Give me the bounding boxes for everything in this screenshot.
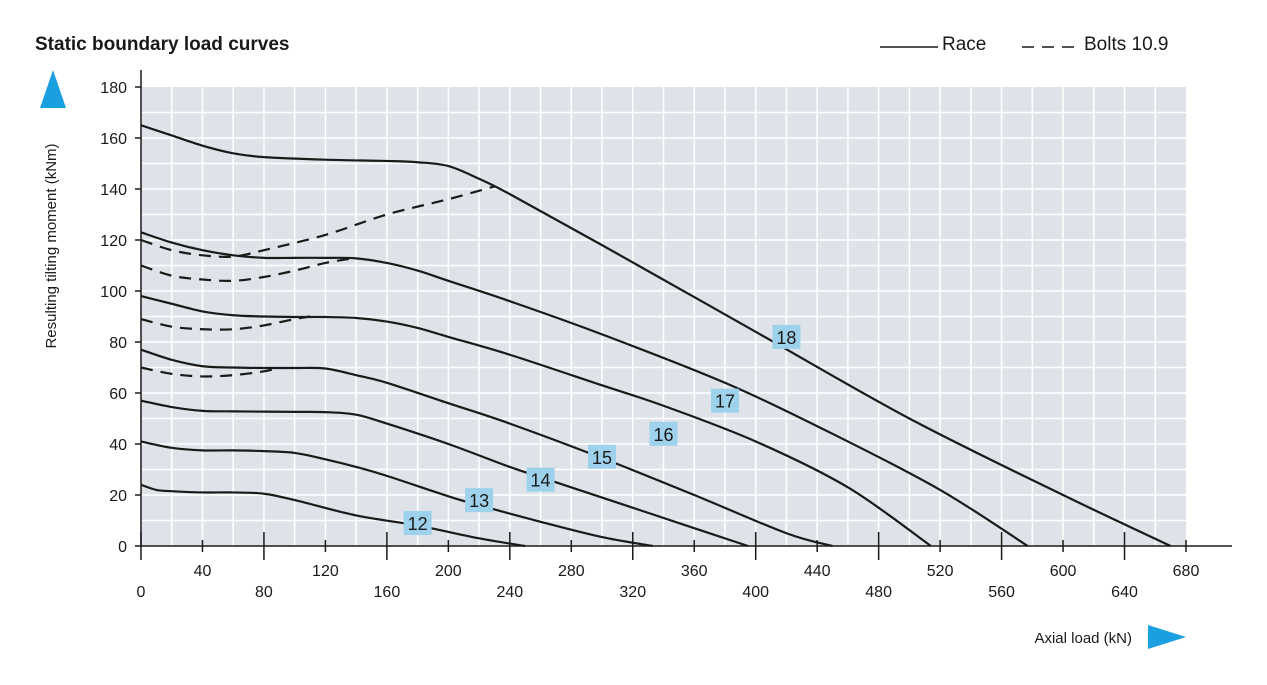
y-tick-label: 60 xyxy=(109,386,127,403)
curve-label-box xyxy=(588,444,617,469)
y-tick-label: 140 xyxy=(100,182,127,199)
y-tick-label: 120 xyxy=(100,233,127,250)
y-axis-arrow-icon xyxy=(40,70,66,108)
curve-label: 14 xyxy=(531,471,551,491)
y-tick-label: 0 xyxy=(118,539,127,556)
x-tick-label: 440 xyxy=(804,563,831,580)
curve-label: 12 xyxy=(408,514,428,534)
x-tick-label: 280 xyxy=(558,563,585,580)
x-tick-label: 0 xyxy=(137,584,146,601)
bolts-curve xyxy=(140,315,311,331)
x-axis-title: Axial load (kN) xyxy=(1034,630,1132,647)
x-tick-label: 360 xyxy=(681,563,708,580)
legend-bolts: Bolts 10.9 xyxy=(1084,34,1169,55)
curve-label: 13 xyxy=(469,491,489,511)
race-curve-14 xyxy=(140,399,749,548)
curve-label-box xyxy=(772,324,801,349)
y-tick-label: 100 xyxy=(100,284,127,301)
curve-label-box xyxy=(526,467,555,492)
bolts-curve xyxy=(140,256,357,283)
curve-label: 16 xyxy=(653,425,673,445)
race-curve-12 xyxy=(140,483,526,548)
y-tick-label: 80 xyxy=(109,335,127,352)
x-tick-label: 160 xyxy=(374,584,401,601)
grid xyxy=(141,87,1186,546)
x-tick-label: 80 xyxy=(255,584,273,601)
x-tick-label: 520 xyxy=(927,563,954,580)
y-axis-title: Resulting tilting moment (kNm) xyxy=(43,143,60,348)
curve-label-box xyxy=(710,388,739,413)
curve-label: 17 xyxy=(715,392,735,412)
race-curve-17 xyxy=(140,231,1029,547)
bolts-curve xyxy=(140,366,280,378)
curve-labels: 18 17 16 15 14 13 12 xyxy=(403,324,801,536)
axes xyxy=(135,70,1232,560)
x-tick-label: 320 xyxy=(619,584,646,601)
curve-label-box xyxy=(403,511,432,536)
race-curve-16 xyxy=(140,295,932,547)
x-tick-label: 480 xyxy=(865,584,892,601)
legend-race: Race xyxy=(942,34,987,55)
x-tick-label: 680 xyxy=(1173,563,1200,580)
series-group xyxy=(140,124,1172,548)
race-curve-13 xyxy=(140,440,653,548)
y-tick-label: 40 xyxy=(109,437,127,454)
x-tick-label: 400 xyxy=(742,584,769,601)
y-tick-label: 20 xyxy=(109,488,127,505)
curve-label: 18 xyxy=(776,328,796,348)
race-curve-15 xyxy=(140,348,833,548)
x-tick-label: 240 xyxy=(496,584,523,601)
race-curve-18 xyxy=(140,124,1172,547)
curve-label-box xyxy=(649,421,678,446)
y-tick-label: 160 xyxy=(100,131,127,148)
chart-title: Static boundary load curves xyxy=(35,34,290,55)
x-tick-label: 200 xyxy=(435,563,462,580)
x-tick-label: 560 xyxy=(988,584,1015,601)
bolts-curve xyxy=(140,185,495,258)
x-tick-label: 640 xyxy=(1111,584,1138,601)
y-tick-label: 180 xyxy=(100,80,127,97)
x-tick-label: 40 xyxy=(194,563,212,580)
x-axis-arrow-icon xyxy=(1148,625,1186,649)
curve-label: 15 xyxy=(592,448,612,468)
x-tick-label: 120 xyxy=(312,563,339,580)
x-tick-label: 600 xyxy=(1050,563,1077,580)
curve-label-box xyxy=(465,488,494,513)
